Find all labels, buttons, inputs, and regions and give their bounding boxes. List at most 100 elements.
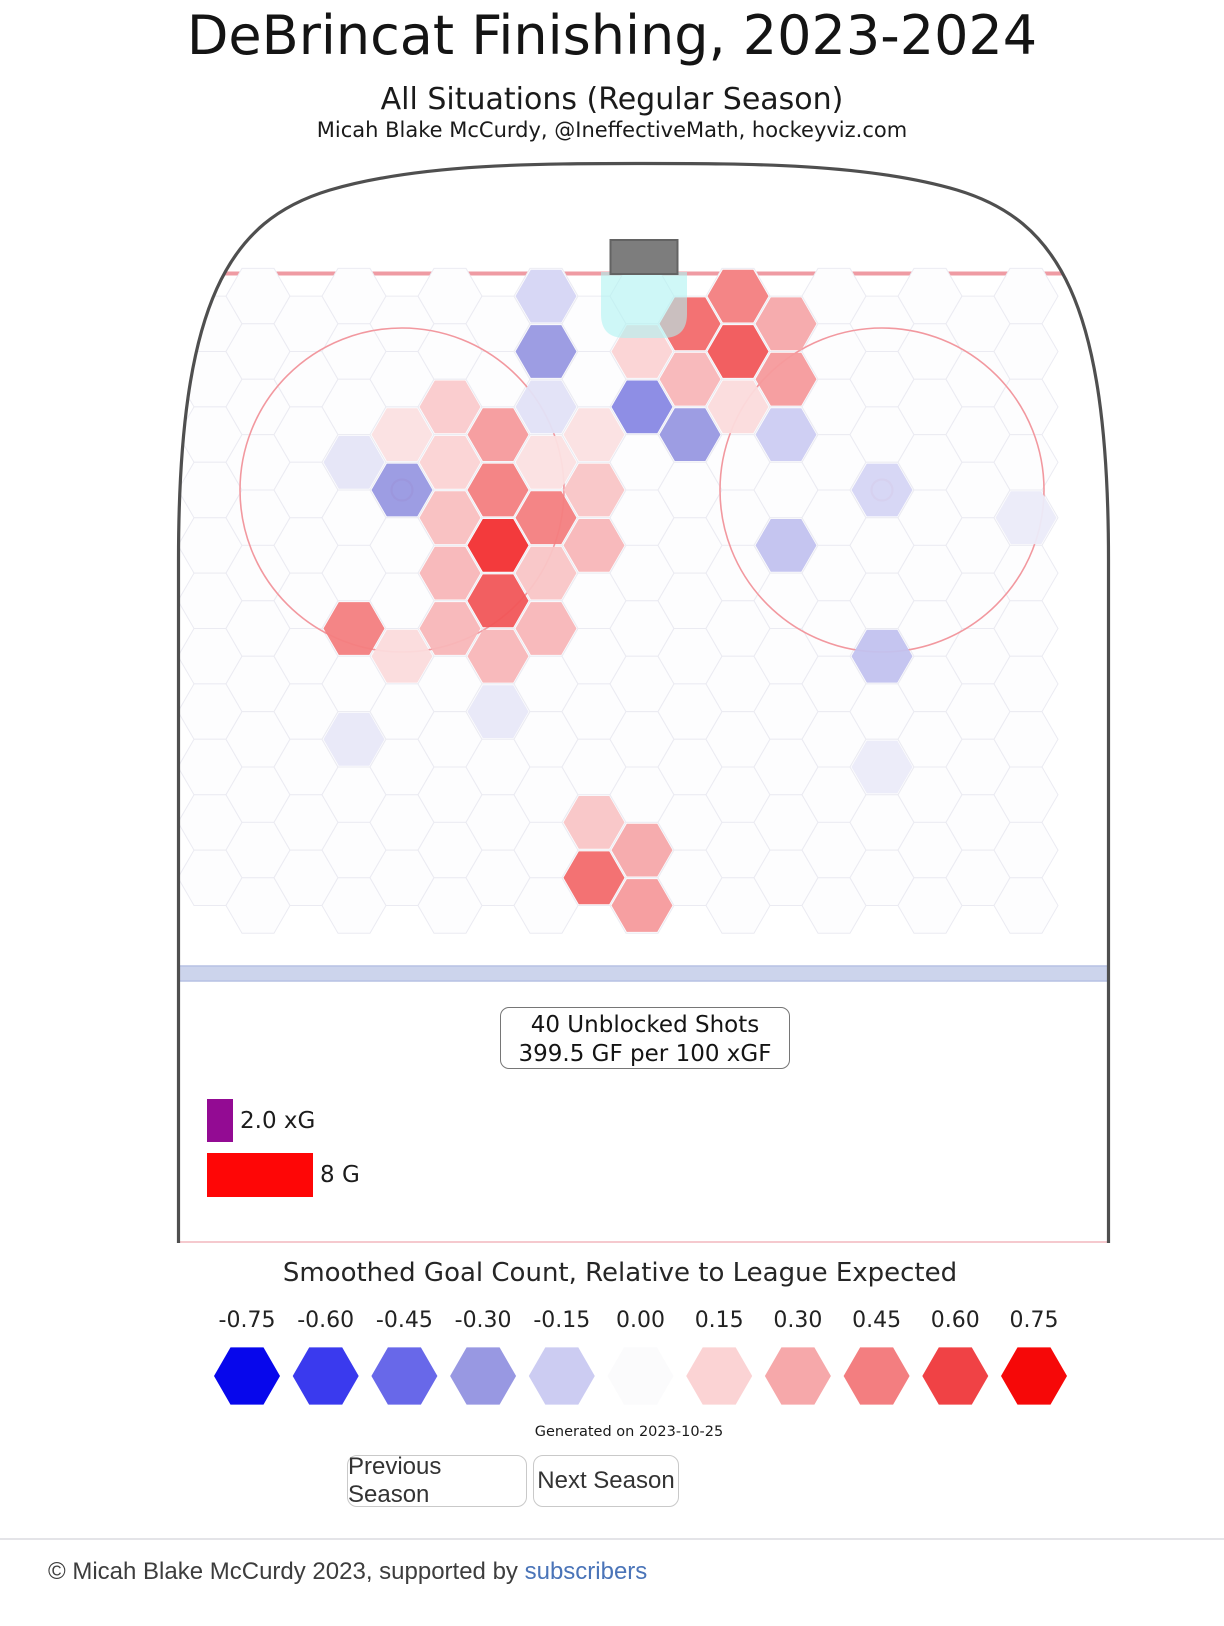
hexbin-cell [467, 519, 529, 572]
blue-line [178, 965, 1109, 982]
colorbar-label: -0.45 [375, 1308, 433, 1333]
footer: © Micah Blake McCurdy 2023, supported by… [48, 1558, 647, 1586]
generated-date: Generated on 2023-10-25 [534, 1424, 724, 1440]
colorbar-hex [764, 1347, 831, 1405]
hexbin-cell [563, 408, 625, 461]
colorbar-hex [528, 1347, 595, 1405]
colorbar-label: 0.75 [1009, 1308, 1059, 1333]
colorbar-hex [292, 1347, 359, 1405]
hexbin-cell [467, 629, 529, 683]
hexbin-cell [755, 352, 817, 406]
hexbin-cell [611, 823, 673, 877]
stats-box-line1: 40 Unblocked Shots [530, 1012, 760, 1038]
hexbin-cell [467, 463, 529, 517]
colorbar-hex [450, 1347, 517, 1405]
hexbin-cell [323, 602, 385, 655]
g-legend-label: 8 G [320, 1162, 360, 1188]
colorbar-hex [1001, 1347, 1067, 1405]
hexbin-cell [371, 463, 433, 517]
hexbin-cell [419, 435, 481, 489]
hexbin-cell [467, 574, 529, 628]
page-subtitle: All Situations (Regular Season) [380, 82, 844, 117]
hexbin-cell [371, 629, 433, 683]
colorbar-label: -0.30 [454, 1308, 512, 1333]
colorbar-label: -0.60 [297, 1308, 355, 1333]
hexbin-cell [755, 408, 817, 461]
hexbin-cell [419, 491, 481, 545]
hexbin-cell [323, 712, 385, 766]
colorbar-label: 0.45 [852, 1308, 902, 1333]
colorbar-label: 0.60 [930, 1308, 980, 1333]
hexbin-cell [563, 851, 625, 905]
hexbin-cell [515, 435, 577, 489]
hexbin-cell [515, 380, 577, 434]
previous-season-label: Previous Season [348, 1453, 442, 1508]
hexbin-cells [323, 269, 1057, 932]
hexbin-cell [707, 269, 769, 323]
hexbin-cell [851, 740, 913, 794]
subscribers-link[interactable]: subscribers [524, 1558, 648, 1585]
stats-box: 40 Unblocked Shots 399.5 GF per 100 xGF [500, 1007, 790, 1069]
rink-bottom-line [178, 1241, 1109, 1243]
hexbin-cell [467, 685, 529, 738]
footer-divider [0, 1538, 1224, 1540]
hexbin-cell [515, 491, 577, 545]
colorbar-title: Smoothed Goal Count, Relative to League … [282, 1258, 958, 1288]
hexbin-cell [755, 297, 817, 351]
hexbin-cell [563, 463, 625, 517]
colorbar-hex [686, 1347, 753, 1405]
colorbar-label: 0.30 [773, 1308, 823, 1333]
author-credit: Micah Blake McCurdy, @IneffectiveMath, h… [316, 118, 908, 142]
hexbin-cell [515, 546, 577, 600]
previous-season-button[interactable]: Previous Season [347, 1453, 527, 1508]
colorbar-labels: -0.75 -0.60 -0.45 -0.30 -0.15 0.00 0.15 0.30 0.4… [0, 1308, 1224, 1338]
colorbar-hex [843, 1347, 910, 1405]
rink-interior [178, 267, 1109, 1243]
hexbin-cell [659, 352, 721, 406]
goal-crease [601, 272, 687, 338]
hexbin-cell [995, 491, 1057, 545]
hexbin-cell [707, 380, 769, 434]
hexbin-cell [563, 519, 625, 572]
colorbar-label: -0.75 [218, 1308, 276, 1333]
xg-legend-swatch [207, 1099, 233, 1142]
g-legend-swatch [207, 1153, 313, 1197]
colorbar-hex [922, 1347, 989, 1405]
goal-net [609, 239, 679, 275]
page-title: DeBrincat Finishing, 2023-2024 [186, 4, 1038, 67]
colorbar-hex [607, 1347, 674, 1405]
colorbar [214, 1347, 1067, 1405]
hexbin-cell [419, 602, 481, 655]
colorbar-hex [371, 1347, 438, 1405]
hexbin-cell [611, 380, 673, 434]
hexbin-cell [563, 796, 625, 849]
footer-text: © Micah Blake McCurdy 2023, supported by [48, 1558, 518, 1585]
next-season-button[interactable]: Next Season [533, 1455, 679, 1507]
hexbin-cell [515, 325, 577, 378]
hexbin-cell [707, 325, 769, 378]
hexbin-cell [611, 325, 673, 378]
hexbin-cell [371, 408, 433, 461]
colorbar-label: -0.15 [533, 1308, 591, 1333]
hexbin-cell [323, 435, 385, 489]
hexbin-cell [851, 463, 913, 517]
rink-wall [176, 161, 1111, 1243]
hexbin-cell [515, 269, 577, 323]
hexbin-cell [419, 380, 481, 434]
xg-legend-label: 2.0 xG [240, 1107, 316, 1134]
colorbar-hex [214, 1347, 280, 1405]
colorbar-label: 0.15 [694, 1308, 744, 1333]
hexbin-cell [659, 408, 721, 461]
next-season-label: Next Season [537, 1467, 675, 1494]
hexbin-cell [851, 629, 913, 683]
hexbin-cell [419, 546, 481, 600]
hexbin-cell [515, 602, 577, 655]
hexbin-cell [755, 519, 817, 572]
stats-box-line2: 399.5 GF per 100 xGF [518, 1041, 772, 1067]
hexbin-cell [611, 879, 673, 932]
colorbar-label: 0.00 [616, 1308, 665, 1333]
grid-cell [993, 877, 1059, 934]
hexbin-cell [467, 408, 529, 461]
